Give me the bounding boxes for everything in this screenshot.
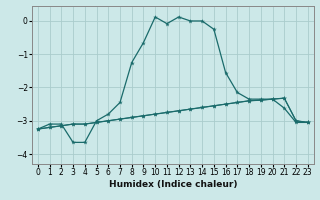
X-axis label: Humidex (Indice chaleur): Humidex (Indice chaleur) [108, 180, 237, 189]
